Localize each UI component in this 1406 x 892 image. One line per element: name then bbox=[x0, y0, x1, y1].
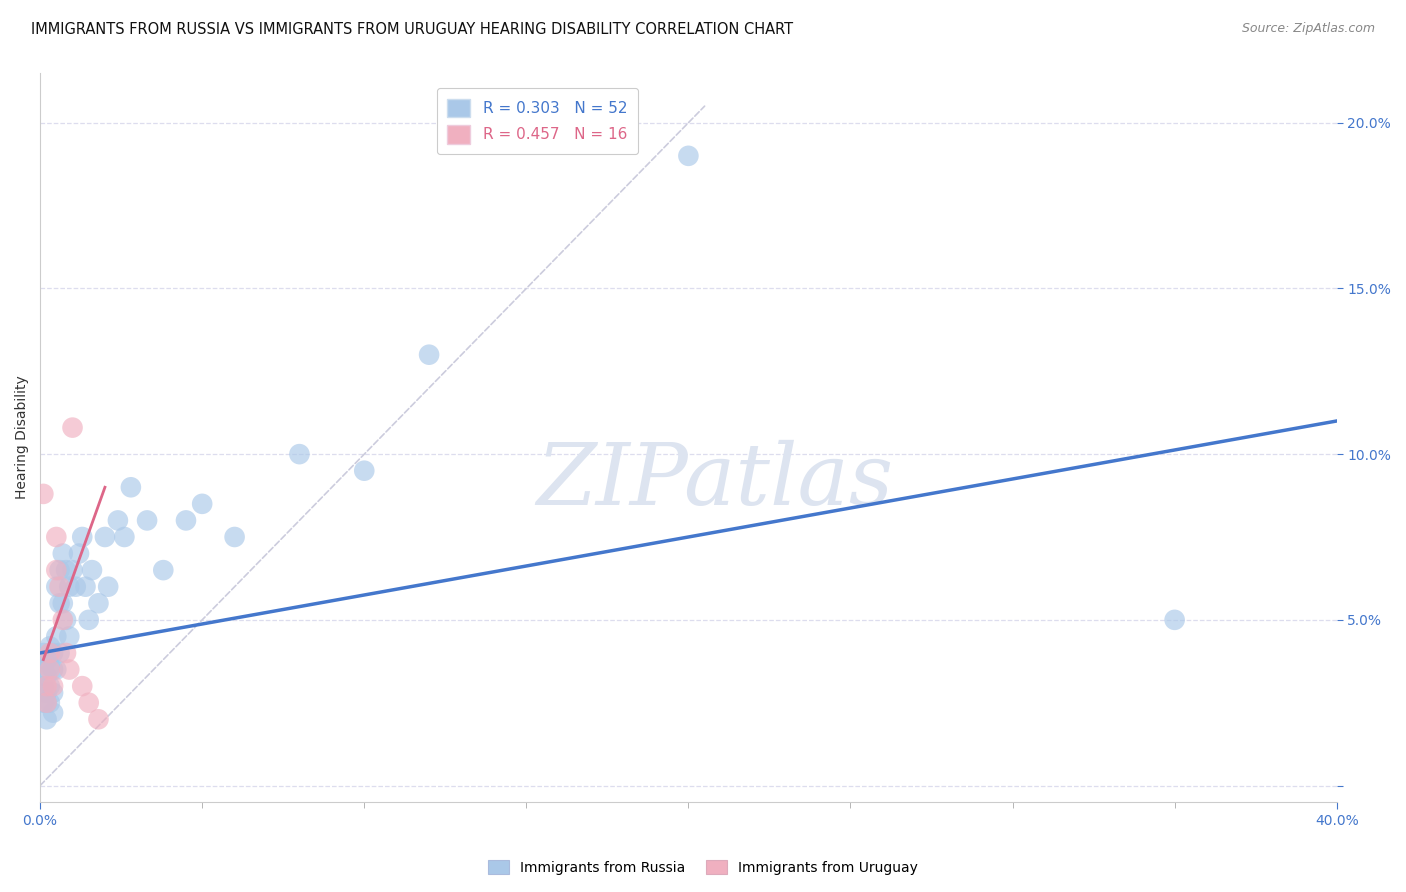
Point bbox=[112, 530, 135, 544]
Point bbox=[32, 663, 55, 677]
Point bbox=[353, 464, 375, 478]
Point bbox=[70, 679, 93, 693]
Legend: Immigrants from Russia, Immigrants from Uruguay: Immigrants from Russia, Immigrants from … bbox=[482, 855, 924, 880]
Point bbox=[87, 596, 110, 610]
Point bbox=[38, 640, 60, 654]
Text: Source: ZipAtlas.com: Source: ZipAtlas.com bbox=[1241, 22, 1375, 36]
Point bbox=[58, 629, 80, 643]
Point bbox=[77, 613, 100, 627]
Point bbox=[77, 696, 100, 710]
Point bbox=[87, 712, 110, 726]
Point bbox=[65, 580, 87, 594]
Point bbox=[174, 513, 197, 527]
Point bbox=[288, 447, 311, 461]
Point bbox=[42, 646, 65, 660]
Point bbox=[38, 679, 60, 693]
Point bbox=[97, 580, 120, 594]
Point bbox=[32, 696, 55, 710]
Point bbox=[42, 663, 65, 677]
Point bbox=[120, 480, 142, 494]
Point bbox=[48, 563, 70, 577]
Point bbox=[224, 530, 246, 544]
Point bbox=[45, 530, 67, 544]
Point bbox=[38, 663, 60, 677]
Point bbox=[55, 613, 77, 627]
Point bbox=[58, 580, 80, 594]
Point bbox=[42, 686, 65, 700]
Point bbox=[52, 613, 75, 627]
Point bbox=[55, 646, 77, 660]
Y-axis label: Hearing Disability: Hearing Disability bbox=[15, 376, 30, 500]
Point bbox=[35, 669, 58, 683]
Text: ZIPatlas: ZIPatlas bbox=[536, 440, 893, 523]
Point bbox=[32, 679, 55, 693]
Point bbox=[35, 679, 58, 693]
Point bbox=[62, 563, 84, 577]
Point bbox=[58, 663, 80, 677]
Point bbox=[67, 547, 90, 561]
Point bbox=[45, 663, 67, 677]
Point bbox=[70, 530, 93, 544]
Point bbox=[52, 596, 75, 610]
Point bbox=[35, 696, 58, 710]
Point bbox=[75, 580, 97, 594]
Point bbox=[35, 652, 58, 666]
Point bbox=[45, 629, 67, 643]
Point bbox=[38, 696, 60, 710]
Point bbox=[42, 679, 65, 693]
Point bbox=[38, 646, 60, 660]
Point bbox=[48, 596, 70, 610]
Point bbox=[55, 563, 77, 577]
Point bbox=[42, 706, 65, 720]
Point bbox=[1163, 613, 1185, 627]
Point bbox=[94, 530, 117, 544]
Legend: R = 0.303   N = 52, R = 0.457   N = 16: R = 0.303 N = 52, R = 0.457 N = 16 bbox=[437, 88, 638, 154]
Point bbox=[35, 696, 58, 710]
Point bbox=[418, 348, 440, 362]
Point bbox=[80, 563, 103, 577]
Point bbox=[107, 513, 129, 527]
Text: IMMIGRANTS FROM RUSSIA VS IMMIGRANTS FROM URUGUAY HEARING DISABILITY CORRELATION: IMMIGRANTS FROM RUSSIA VS IMMIGRANTS FRO… bbox=[31, 22, 793, 37]
Point bbox=[35, 686, 58, 700]
Point bbox=[45, 580, 67, 594]
Point bbox=[52, 547, 75, 561]
Point bbox=[678, 149, 700, 163]
Point bbox=[48, 580, 70, 594]
Point bbox=[191, 497, 214, 511]
Point bbox=[32, 646, 55, 660]
Point bbox=[62, 420, 84, 434]
Point bbox=[48, 646, 70, 660]
Point bbox=[45, 563, 67, 577]
Point bbox=[152, 563, 174, 577]
Point bbox=[35, 712, 58, 726]
Point bbox=[136, 513, 159, 527]
Point bbox=[38, 659, 60, 673]
Point bbox=[32, 487, 55, 501]
